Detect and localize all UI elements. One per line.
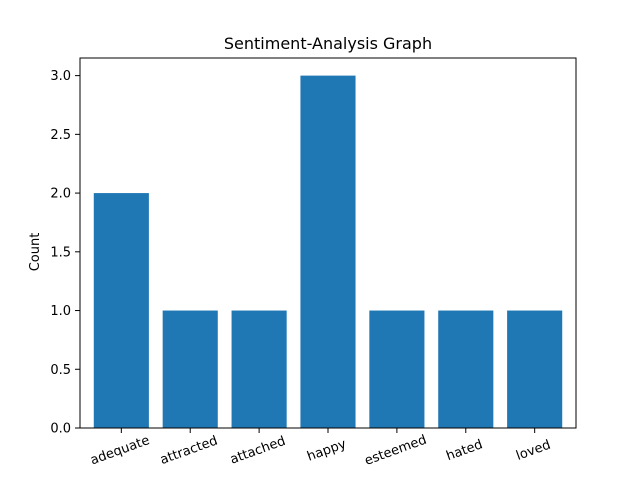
bar-hated (438, 310, 494, 428)
y-tick-label: 2.5 (50, 128, 71, 143)
y-axis: 0.0 0.5 1.0 1.5 2.0 2.5 3.0 (50, 69, 80, 437)
bar-attached (231, 310, 287, 428)
y-tick-label: 0.0 (50, 422, 71, 437)
y-tick-label: 2.0 (50, 187, 71, 202)
plot-frame (79, 57, 577, 429)
bar-attracted (162, 310, 218, 428)
y-tick-label: 0.5 (50, 363, 71, 378)
bar-adequate (93, 193, 149, 428)
bars-group (93, 75, 563, 429)
y-tick-label: 1.0 (50, 304, 71, 319)
bar-loved (507, 310, 563, 428)
y-axis-title: Count (28, 233, 43, 272)
chart-title: Sentiment-Analysis Graph (224, 34, 432, 53)
bar-esteemed (369, 310, 425, 428)
y-tick-label: 1.5 (50, 245, 71, 260)
bar-happy (300, 75, 356, 429)
y-tick-label: 3.0 (50, 69, 71, 84)
